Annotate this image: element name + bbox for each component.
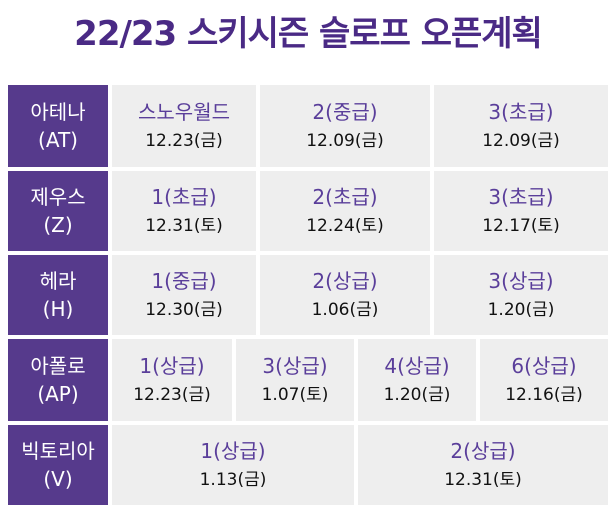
slope-name: 4(상급) bbox=[384, 354, 450, 378]
slope-name: 3(상급) bbox=[262, 354, 328, 378]
row-header: 헤라 (H) bbox=[8, 255, 108, 335]
row-header: 아폴로 (AP) bbox=[8, 339, 108, 421]
open-date: 12.09(금) bbox=[482, 131, 560, 151]
resort-code: (AP) bbox=[37, 382, 79, 406]
open-date: 12.31(토) bbox=[444, 470, 522, 490]
resort-code: (Z) bbox=[43, 213, 73, 237]
slope-name: 3(초급) bbox=[488, 185, 554, 209]
table-row-victoria: 빅토리아 (V) 1(상급) 1.13(금) 2(상급) 12.31(토) bbox=[8, 425, 608, 505]
resort-name: 헤라 bbox=[39, 269, 77, 293]
table-cell: 2(상급) 1.06(금) bbox=[260, 255, 430, 335]
resort-name: 아테나 bbox=[30, 100, 86, 124]
row-header: 제우스 (Z) bbox=[8, 171, 108, 251]
page-title: 22/23 스키시즌 슬로프 오픈계획 bbox=[74, 14, 543, 54]
open-date: 12.23(금) bbox=[133, 385, 211, 405]
table-row-hera: 헤라 (H) 1(중급) 12.30(금) 2(상급) 1.06(금) 3(상급… bbox=[8, 255, 608, 335]
slope-name: 3(상급) bbox=[488, 269, 554, 293]
table-cell: 3(상급) 1.20(금) bbox=[434, 255, 608, 335]
table-cell: 2(상급) 12.31(토) bbox=[358, 425, 608, 505]
slope-name: 1(상급) bbox=[200, 439, 266, 463]
table-cell: 스노우월드 12.23(금) bbox=[112, 85, 256, 167]
table-cell: 2(초급) 12.24(토) bbox=[260, 171, 430, 251]
open-date: 1.13(금) bbox=[199, 470, 267, 490]
table-cell: 6(상급) 12.16(금) bbox=[480, 339, 608, 421]
resort-name: 제우스 bbox=[30, 185, 86, 209]
slope-name: 2(상급) bbox=[312, 269, 378, 293]
resort-code: (AT) bbox=[38, 128, 78, 152]
table-cell: 4(상급) 1.20(금) bbox=[358, 339, 476, 421]
table-row-apollo: 아폴로 (AP) 1(상급) 12.23(금) 3(상급) 1.07(토) 4(… bbox=[8, 339, 608, 421]
table-cell: 1(상급) 1.13(금) bbox=[112, 425, 354, 505]
open-date: 12.31(토) bbox=[145, 216, 223, 236]
resort-code: (V) bbox=[43, 467, 73, 491]
open-date: 12.23(금) bbox=[145, 131, 223, 151]
resort-name: 아폴로 bbox=[30, 354, 86, 378]
slope-name: 스노우월드 bbox=[138, 100, 230, 124]
table-cell: 3(상급) 1.07(토) bbox=[236, 339, 354, 421]
open-date: 12.24(토) bbox=[306, 216, 384, 236]
row-header: 아테나 (AT) bbox=[8, 85, 108, 167]
slope-name: 3(초급) bbox=[488, 100, 554, 124]
slope-name: 2(상급) bbox=[450, 439, 516, 463]
slope-name: 6(상급) bbox=[511, 354, 577, 378]
table-cell: 1(초급) 12.31(토) bbox=[112, 171, 256, 251]
open-date: 12.30(금) bbox=[145, 300, 223, 320]
table-cell: 3(초급) 12.09(금) bbox=[434, 85, 608, 167]
slope-name: 1(초급) bbox=[151, 185, 217, 209]
open-date: 12.17(토) bbox=[482, 216, 560, 236]
table-row-athena: 아테나 (AT) 스노우월드 12.23(금) 2(중급) 12.09(금) 3… bbox=[8, 85, 608, 167]
table-cell: 1(중급) 12.30(금) bbox=[112, 255, 256, 335]
open-date: 1.20(금) bbox=[383, 385, 451, 405]
open-date: 1.20(금) bbox=[487, 300, 555, 320]
row-header: 빅토리아 (V) bbox=[8, 425, 108, 505]
resort-code: (H) bbox=[42, 297, 74, 321]
slope-name: 1(중급) bbox=[151, 269, 217, 293]
open-date: 12.16(금) bbox=[505, 385, 583, 405]
table-row-zeus: 제우스 (Z) 1(초급) 12.31(토) 2(초급) 12.24(토) 3(… bbox=[8, 171, 608, 251]
table-cell: 3(초급) 12.17(토) bbox=[434, 171, 608, 251]
resort-name: 빅토리아 bbox=[21, 439, 95, 463]
table-cell: 1(상급) 12.23(금) bbox=[112, 339, 232, 421]
open-date: 12.09(금) bbox=[306, 131, 384, 151]
open-date: 1.07(토) bbox=[261, 385, 329, 405]
slope-name: 1(상급) bbox=[139, 354, 205, 378]
table-cell: 2(중급) 12.09(금) bbox=[260, 85, 430, 167]
open-date: 1.06(금) bbox=[311, 300, 379, 320]
slope-name: 2(초급) bbox=[312, 185, 378, 209]
slope-name: 2(중급) bbox=[312, 100, 378, 124]
